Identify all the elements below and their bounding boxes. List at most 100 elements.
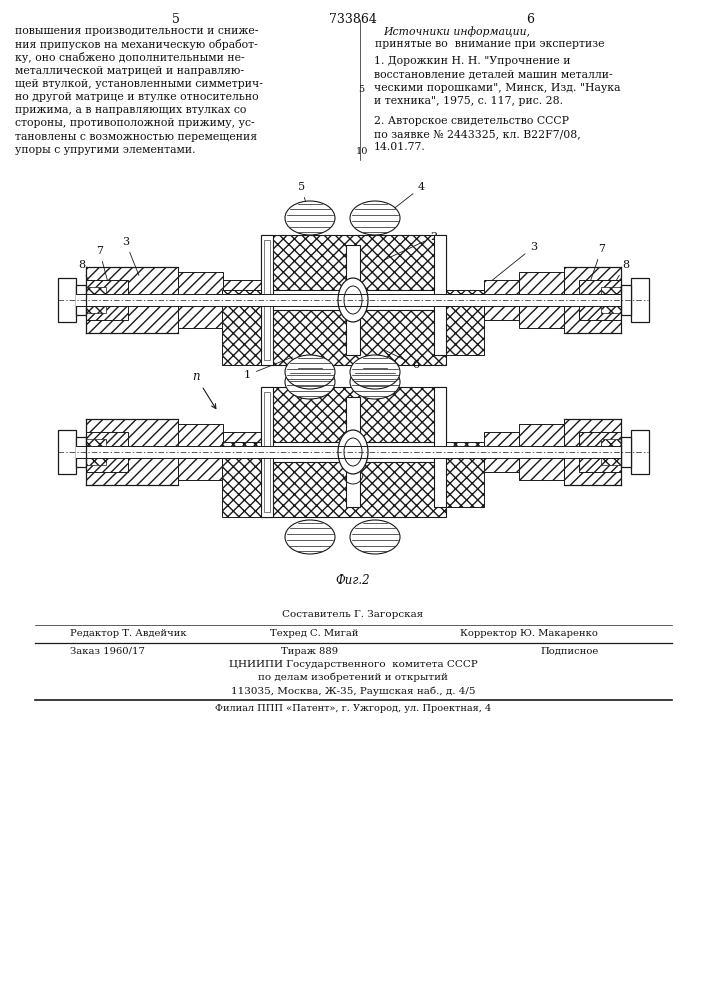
Bar: [261, 462, 446, 517]
Bar: [76, 285, 86, 315]
Text: повышения производительности и сниже-: повышения производительности и сниже-: [15, 26, 258, 36]
Text: но другой матрице и втулке относительно: но другой матрице и втулке относительно: [15, 92, 259, 102]
Text: 5: 5: [172, 13, 180, 26]
Text: металлической матрицей и направляю-: металлической матрицей и направляю-: [15, 66, 244, 76]
Bar: [86, 439, 106, 465]
Bar: [222, 442, 264, 517]
Text: и техника", 1975, с. 117, рис. 28.: и техника", 1975, с. 117, рис. 28.: [374, 96, 563, 106]
Text: восстановление деталей машин металли-: восстановление деталей машин металли-: [374, 70, 613, 80]
Text: Тираж 889: Тираж 889: [281, 647, 339, 656]
Text: 8: 8: [78, 260, 94, 293]
Text: Редактор Т. Авдейчик: Редактор Т. Авдейчик: [70, 629, 187, 638]
Bar: [579, 280, 621, 320]
Text: 4: 4: [384, 182, 425, 216]
Bar: [223, 280, 261, 320]
Bar: [346, 397, 360, 507]
Bar: [631, 430, 649, 474]
Bar: [579, 432, 621, 472]
Bar: [86, 419, 178, 485]
Bar: [86, 432, 128, 472]
Bar: [484, 280, 519, 320]
Bar: [178, 272, 223, 328]
Text: 6: 6: [526, 13, 534, 26]
Bar: [264, 240, 270, 360]
Text: принятые во  внимание при экспертизе: принятые во внимание при экспертизе: [375, 39, 604, 49]
Bar: [261, 387, 446, 442]
Ellipse shape: [338, 430, 368, 474]
Text: ку, оно снабжено дополнительными не-: ку, оно снабжено дополнительными не-: [15, 52, 245, 63]
Text: 5: 5: [358, 85, 364, 94]
Bar: [261, 387, 273, 517]
Text: по делам изобретений и открытий: по делам изобретений и открытий: [258, 673, 448, 682]
Text: 3: 3: [492, 242, 537, 280]
Ellipse shape: [285, 201, 335, 235]
Text: 733864: 733864: [329, 13, 377, 26]
Ellipse shape: [285, 520, 335, 554]
Bar: [76, 437, 86, 467]
Bar: [631, 278, 649, 322]
Bar: [601, 287, 621, 313]
Text: 5: 5: [298, 182, 309, 215]
Text: 6: 6: [382, 349, 419, 370]
Text: Филиал ППП «Патент», г. Ужгород, ул. Проектная, 4: Филиал ППП «Патент», г. Ужгород, ул. Про…: [215, 704, 491, 713]
Bar: [564, 267, 621, 333]
Text: стороны, противоположной прижиму, ус-: стороны, противоположной прижиму, ус-: [15, 118, 255, 128]
Bar: [86, 287, 106, 313]
Text: 2: 2: [382, 232, 437, 261]
Bar: [519, 272, 564, 328]
Bar: [222, 290, 264, 365]
Text: 8: 8: [609, 260, 629, 292]
Text: 1: 1: [244, 357, 293, 380]
Bar: [621, 285, 631, 315]
Bar: [223, 432, 261, 472]
Bar: [178, 424, 223, 480]
Ellipse shape: [338, 278, 368, 322]
Text: тановлены с возможностью перемещения: тановлены с возможностью перемещения: [15, 132, 257, 142]
Text: по заявке № 2443325, кл. B22F7/08,: по заявке № 2443325, кл. B22F7/08,: [374, 129, 580, 139]
Bar: [264, 392, 270, 512]
Bar: [564, 419, 621, 485]
Ellipse shape: [350, 355, 400, 389]
Text: Техред С. Мигай: Техред С. Мигай: [270, 629, 358, 638]
Text: 7: 7: [96, 246, 110, 287]
Ellipse shape: [350, 520, 400, 554]
Text: 113035, Москва, Ж-35, Раушская наб., д. 4/5: 113035, Москва, Ж-35, Раушская наб., д. …: [230, 686, 475, 696]
Text: упоры с упругими элементами.: упоры с упругими элементами.: [15, 145, 196, 155]
Text: щей втулкой, установленными симметрич-: щей втулкой, установленными симметрич-: [15, 79, 263, 89]
Text: Фиг.1: Фиг.1: [336, 415, 370, 428]
Text: n: n: [192, 370, 216, 409]
Text: 1. Дорожкин Н. Н. "Упрочнение и: 1. Дорожкин Н. Н. "Упрочнение и: [374, 56, 571, 66]
Ellipse shape: [344, 438, 362, 466]
Bar: [621, 437, 631, 467]
Text: Заказ 1960/17: Заказ 1960/17: [70, 647, 145, 656]
Bar: [58, 278, 76, 322]
Ellipse shape: [350, 201, 400, 235]
Text: ЦНИИПИ Государственного  комитета СССР: ЦНИИПИ Государственного комитета СССР: [228, 660, 477, 669]
Bar: [434, 235, 446, 355]
Text: 7: 7: [589, 244, 605, 285]
Text: прижима, а в направляющих втулках со: прижима, а в направляющих втулках со: [15, 105, 246, 115]
Text: Подписное: Подписное: [540, 647, 598, 656]
Bar: [261, 235, 446, 290]
Bar: [346, 245, 360, 355]
Text: ческими порошками", Минск, Изд. "Наука: ческими порошками", Минск, Изд. "Наука: [374, 83, 621, 93]
Text: 2. Авторское свидетельство СССР: 2. Авторское свидетельство СССР: [374, 116, 569, 126]
Ellipse shape: [285, 365, 335, 399]
Text: Фиг.2: Фиг.2: [336, 574, 370, 587]
Text: Корректор Ю. Макаренко: Корректор Ю. Макаренко: [460, 629, 598, 638]
Bar: [484, 432, 519, 472]
Text: 14.01.77.: 14.01.77.: [374, 142, 426, 152]
Bar: [446, 290, 484, 355]
Bar: [261, 310, 446, 365]
Bar: [76, 446, 621, 458]
Bar: [601, 439, 621, 465]
Bar: [261, 235, 273, 365]
Text: 10: 10: [356, 147, 368, 156]
Ellipse shape: [285, 355, 335, 389]
Bar: [76, 294, 621, 306]
Bar: [519, 424, 564, 480]
Bar: [86, 267, 178, 333]
Text: 3: 3: [122, 237, 139, 275]
Text: Источники информации,: Источники информации,: [383, 26, 530, 37]
Bar: [434, 387, 446, 507]
